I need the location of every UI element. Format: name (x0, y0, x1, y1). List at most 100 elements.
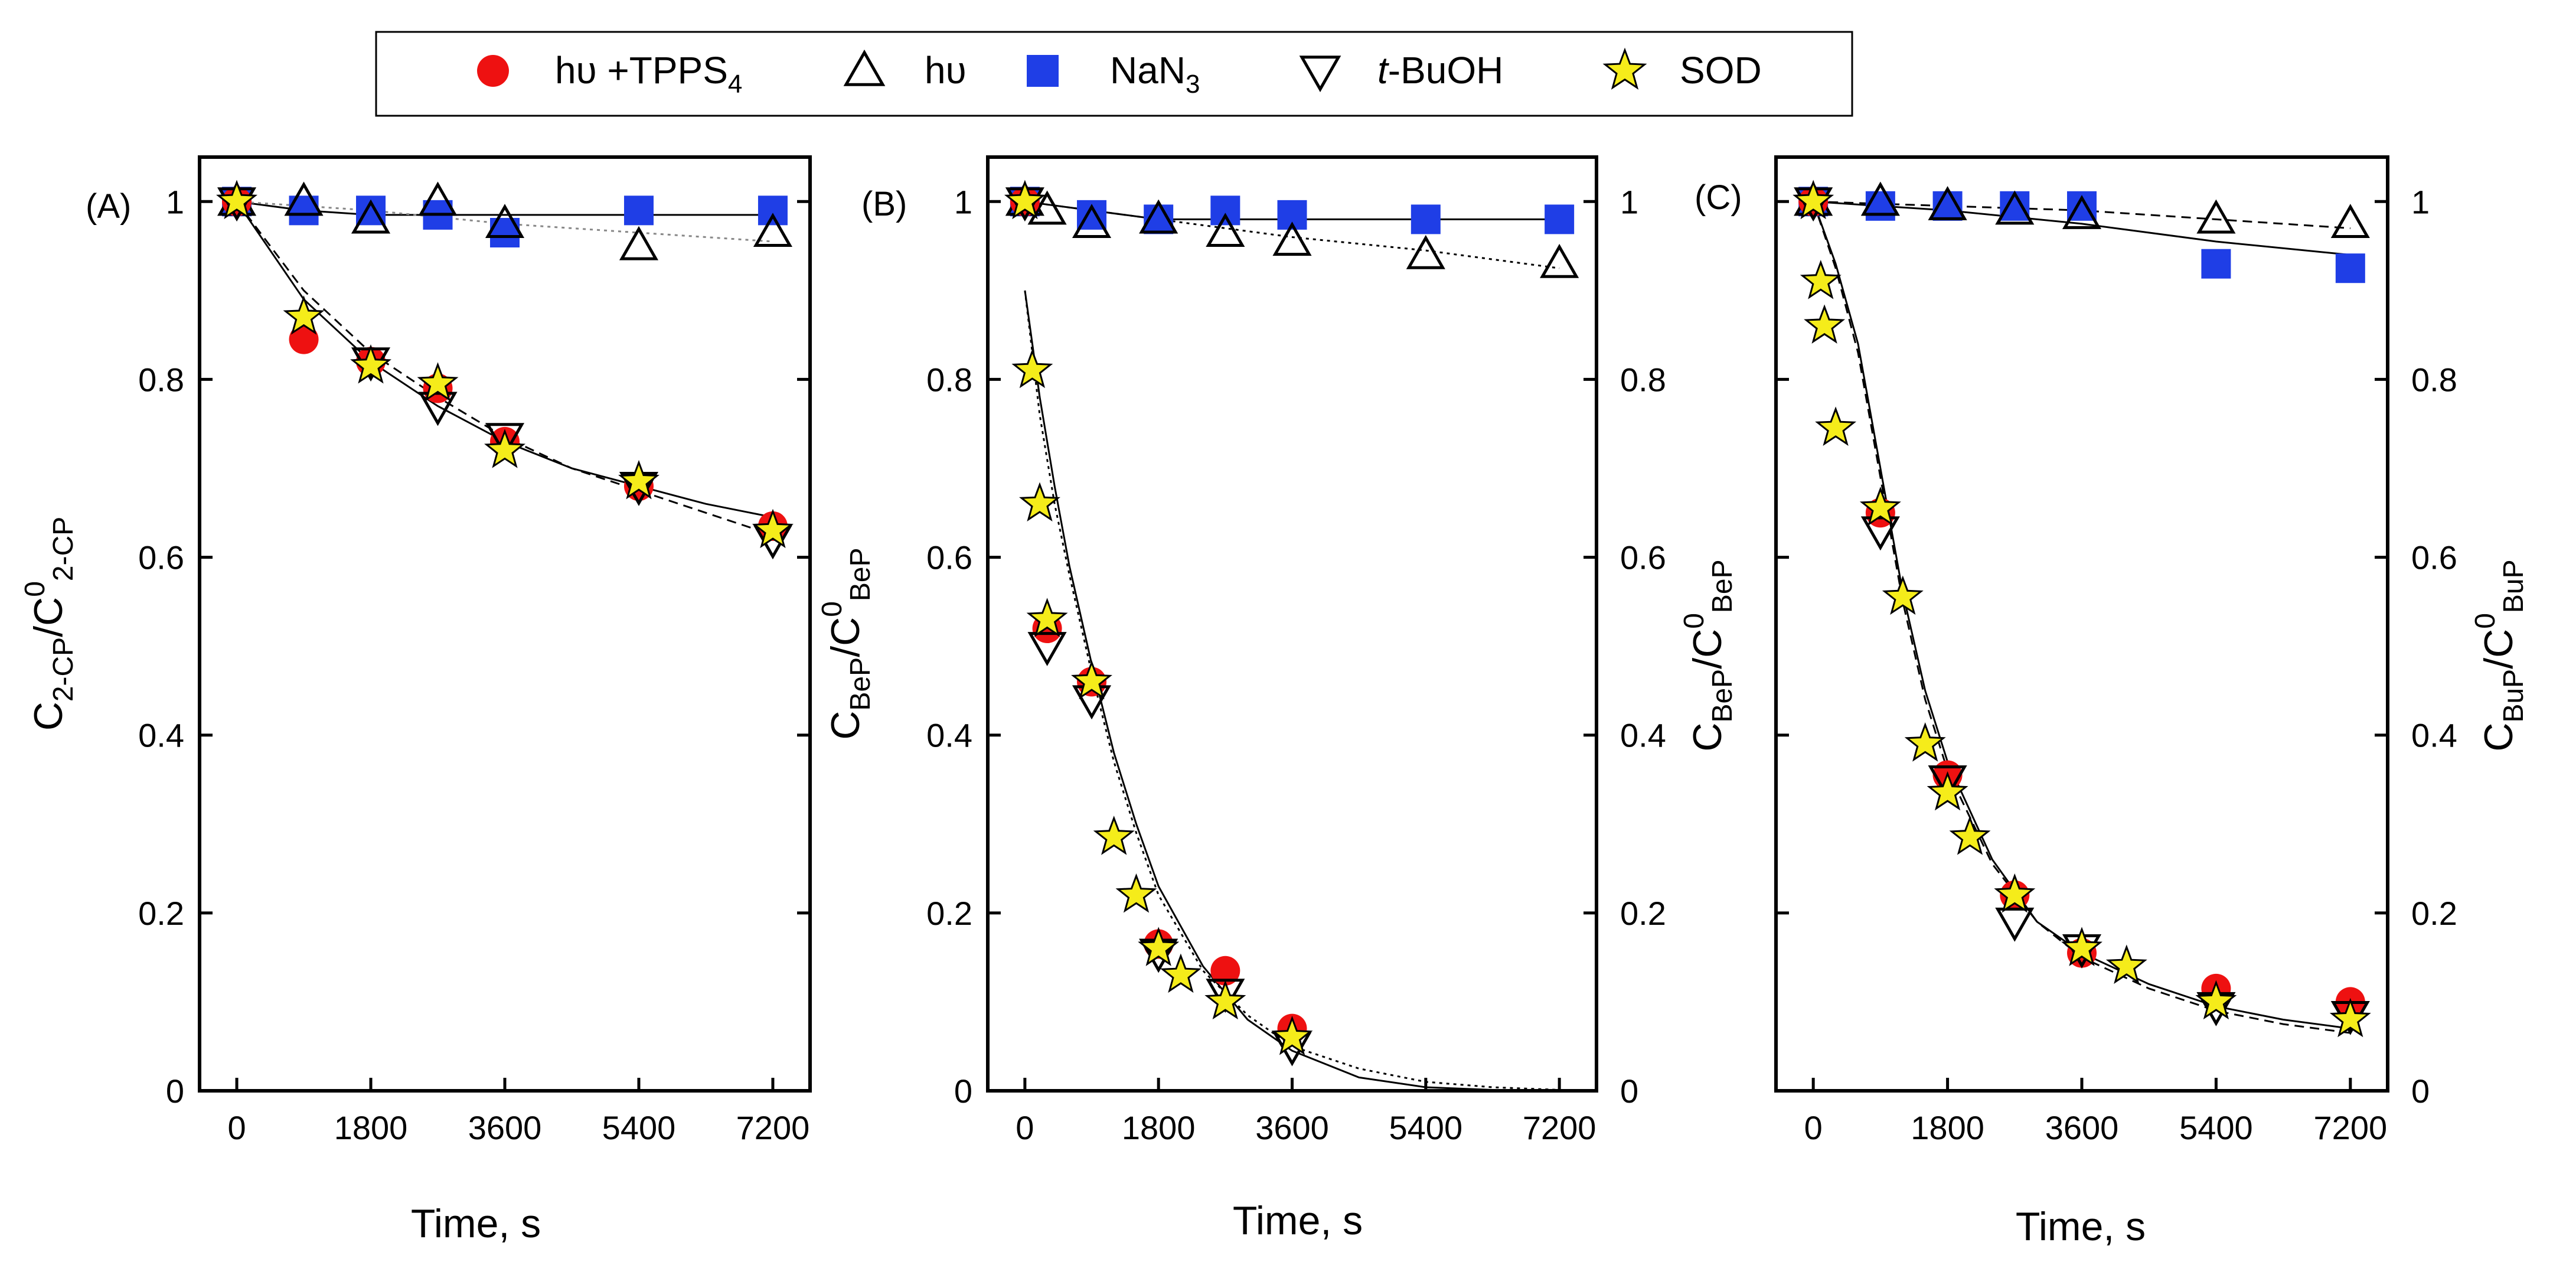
panel-a-hv-point-5 (619, 226, 659, 260)
panel-b-sod-point-1 (1011, 348, 1053, 389)
panel-c-sod-point-1 (1800, 259, 1842, 299)
panel-b-ytick-label-left-0: 0 (954, 1072, 972, 1110)
panel-c-ytick-label-right-1: 0.2 (2411, 895, 2457, 932)
panel-c-tbuoh-point-2 (1928, 765, 1967, 800)
panel-b-xtick-label-4: 7200 (1523, 1109, 1596, 1146)
panel-b-ytick-label-right-5: 1 (1620, 183, 1638, 220)
panel-b-fit-3 (1024, 200, 1560, 269)
panel-a-sod-point-0 (216, 180, 258, 220)
panel-a-sod-point-6 (752, 508, 794, 549)
panel-b-nan3-point-6 (1545, 204, 1575, 234)
panel-c-sod-point-12 (2195, 980, 2237, 1020)
legend-label-tbuoh: t-BuOH (1377, 49, 1503, 92)
panel-c-fit-2 (1813, 200, 2350, 256)
panel-a-hv-point-1 (284, 181, 324, 216)
panel-a-ytick-label-left-1: 0.2 (138, 895, 184, 932)
panel-c-tbuoh-point-1 (1860, 516, 1900, 551)
panel-c-marks: 0 1800 3600 5400 7200 0 0.2 0.4 0.6 0.8 1 (1776, 180, 2457, 1146)
panel-b-sod-point-6 (1115, 873, 1157, 913)
panel-b-sod-point-5 (1093, 816, 1135, 855)
panel-a-sod-point-4 (484, 429, 525, 468)
panel-c-sod-point-4 (1859, 487, 1901, 526)
panel-c-ytick-label-right-0: 0 (2411, 1072, 2430, 1110)
panel-c-hv-point-1 (1860, 181, 1900, 216)
panel-c-sod-point-9 (1994, 873, 2036, 913)
panel-a-nan3-point-6 (758, 195, 788, 226)
panel-a-tbuoh-point-3 (485, 423, 525, 458)
panel-a-xtick-label-4: 7200 (736, 1109, 810, 1146)
panel-a-ytick-label-left-0: 0 (166, 1072, 184, 1110)
panel-c-xtick-label-1: 1800 (1911, 1109, 1984, 1146)
panel-b-ytick-label-left-4: 0.8 (926, 361, 972, 398)
panel-c-ytick-label-right-5: 1 (2411, 183, 2430, 220)
panel-c-nan3-point-5 (2201, 249, 2231, 279)
panel-b-ytick-label-left-5: 1 (954, 183, 972, 220)
panel-a-ytick-label-left-2: 0.4 (138, 717, 184, 754)
panel-b-sod-point-10 (1271, 1015, 1313, 1055)
panel-b-ytick-label-left-3: 0.6 (926, 539, 972, 576)
legend-marker-tbuoh (1299, 56, 1341, 93)
panel-b-sod-point-9 (1204, 980, 1246, 1020)
panel-c-sod-point-13 (2329, 997, 2371, 1038)
panel-b-hv-point-6 (1406, 234, 1445, 269)
panel-b-sod-point-7 (1138, 927, 1180, 966)
panel-c-ytick-label-right-3: 0.6 (2411, 539, 2457, 576)
panel-a-hv-point-6 (753, 213, 793, 247)
panel-a-tag: (A) (86, 187, 131, 226)
panel-c-nan3-point-1 (1865, 191, 1895, 221)
legend-label-hv: hυ (925, 49, 967, 92)
panel-c-ytick-label-right-4: 0.8 (2411, 361, 2457, 398)
panel-c-sod-point-0 (1793, 180, 1834, 220)
panel-b-sod-point-2 (1019, 482, 1060, 521)
panel-c-sod-point-10 (2061, 927, 2102, 966)
panel-a-ytick-label-left-4: 0.8 (138, 361, 184, 398)
panel-a-sod-point-2 (350, 344, 391, 384)
panel-a-marks: 0 1800 3600 5400 7200 0 0.2 0.4 0.6 0.8 1 (138, 180, 810, 1146)
panel-a-sod-point-3 (417, 362, 459, 402)
panel-a-hv-point-3 (418, 181, 458, 216)
panel-c-xtick-label-4: 7200 (2314, 1109, 2388, 1146)
panel-b-nan3-point-5 (1411, 204, 1441, 234)
panel-c-fit-0 (1812, 201, 2350, 1030)
panel-c-hv-point-6 (2330, 204, 2370, 238)
panel-c-xtick-label-0: 0 (1804, 1109, 1823, 1146)
panel-a-fit-0 (236, 201, 773, 519)
panel-c-sod-point-5 (1882, 575, 1924, 615)
panel-a-sod-point-5 (618, 459, 659, 500)
panel-b-sod-point-0 (1004, 180, 1046, 220)
panel-a-fit-3 (236, 200, 773, 243)
panel-c-sod-point-2 (1804, 304, 1846, 344)
y-axis-titles: C2-CP/C02-CP CBeP/C0BeP CBeP/C0BeP CBuP/C0B… (19, 517, 2529, 752)
panel-c-hv-point-5 (2196, 199, 2236, 234)
panel-b-ytick-label-right-4: 0.8 (1620, 361, 1666, 398)
panel-a-tpps-point-1 (289, 324, 319, 354)
panel-b-ytick-label-right-0: 0 (1620, 1072, 1638, 1110)
legend-marker-hv (843, 49, 886, 86)
panel-b: (B) 0 1800 3600 5400 7200 0 0 0.2 0.2 0.4 0.4 0.6 0.… (861, 155, 1666, 1146)
legend: hυ +TPPS4 hυ NaN3 t-BuOH SOD (375, 31, 1853, 117)
panel-a-xtick-label-3: 5400 (602, 1109, 676, 1146)
panel-a-hv-point-2 (351, 199, 391, 234)
legend-label-tpps: hυ +TPPS4 (555, 49, 742, 99)
legend-marker-nan3 (1027, 55, 1059, 87)
panel-c-ylabel: CBuP/C0BuP (2470, 559, 2529, 751)
panel-a-frame (198, 155, 812, 1093)
panel-c-sod-point-6 (1904, 722, 1946, 762)
panel-b-ytick-label-left-1: 0.2 (926, 895, 972, 932)
panel-c-ytick-label-right-2: 0.4 (2411, 717, 2457, 754)
panel-b-ylabel-left: CBeP/C0BeP (817, 547, 876, 739)
panel-c-hv-point-2 (1928, 186, 1967, 220)
panel-c-sod-point-8 (1949, 816, 1991, 855)
panel-a-fit-1 (236, 201, 773, 536)
panel-b-marks: 0 1800 3600 5400 7200 0 0 0.2 0.2 0.4 0.4 0.6 0.6 0.8… (926, 180, 1666, 1146)
panel-c-sod-point-7 (1927, 771, 1968, 811)
panel-b-sod-point-8 (1160, 953, 1202, 993)
panel-c: (C) 0 1800 3600 5400 7200 0 0.2 0.4 0.6 0.8 1 (1695, 155, 2457, 1146)
panel-b-ytick-label-right-3: 0.6 (1620, 539, 1666, 576)
panel-c-tag: (C) (1695, 178, 1742, 217)
panel-a-nan3-point-5 (623, 195, 654, 226)
panel-b-xtick-label-3: 5400 (1389, 1109, 1463, 1146)
panel-c-xlabel: Time, s (2016, 1204, 2146, 1249)
panel-c-xtick-label-3: 5400 (2179, 1109, 2253, 1146)
panel-c-tbuoh-point-3 (1995, 907, 2035, 942)
